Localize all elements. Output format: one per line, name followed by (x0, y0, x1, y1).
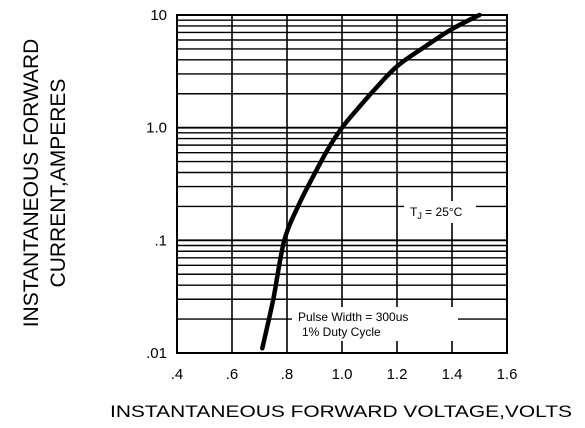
x-tick-label: .4 (171, 366, 184, 383)
y-tick-label: 1.0 (146, 120, 167, 137)
tj-label-background (404, 201, 476, 223)
x-tick-label: 1.4 (442, 366, 463, 383)
tick-labels: .4 .6 .8 1.0 1.2 1.4 1.6 .01 .1 1.0 10 (146, 7, 517, 383)
x-tick-label: 1.0 (332, 366, 353, 383)
x-tick-label: 1.2 (387, 366, 408, 383)
x-tick-label: .8 (281, 366, 294, 383)
plot-frame (176, 14, 508, 354)
duty-cycle-label: 1% Duty Cycle (302, 325, 381, 339)
x-tick-label: 1.6 (497, 366, 518, 383)
pulse-note-background (292, 307, 458, 341)
forward-current-curve (260, 12, 482, 351)
x-axis-title: INSTANTANEOUS FORWARD VOLTAGE,VOLTS (110, 402, 572, 421)
y-tick-label: 10 (150, 7, 167, 24)
tj-subscript: J (417, 211, 422, 221)
y-tick-label: .01 (146, 345, 167, 362)
y-axis-title-line2: CURRENT,AMPERES (47, 79, 70, 288)
x-tick-label: .6 (226, 366, 239, 383)
tj-label: TJ = 25°C (410, 205, 463, 221)
y-tick-label: .1 (154, 232, 167, 249)
grid (177, 15, 507, 353)
y-axis-title-line1: INSTANTANEOUS FORWARD (20, 39, 43, 328)
pulse-width-label: Pulse Width = 300us (298, 310, 408, 324)
